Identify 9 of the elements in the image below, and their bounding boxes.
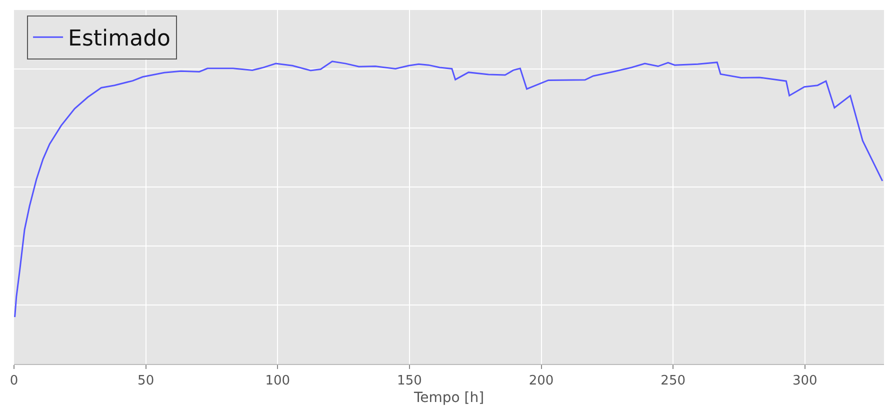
x-tick-label: 100: [265, 374, 290, 389]
x-tick-label: 250: [660, 374, 686, 389]
x-axis-title: Tempo [h]: [412, 390, 484, 406]
x-tick-label: 300: [792, 374, 818, 389]
x-tick-label: 0: [10, 374, 18, 389]
legend-label: Estimado: [68, 26, 170, 52]
x-tick-label: 200: [528, 374, 554, 389]
x-tick-label: 50: [138, 374, 154, 389]
x-tick-label: 150: [397, 374, 422, 389]
